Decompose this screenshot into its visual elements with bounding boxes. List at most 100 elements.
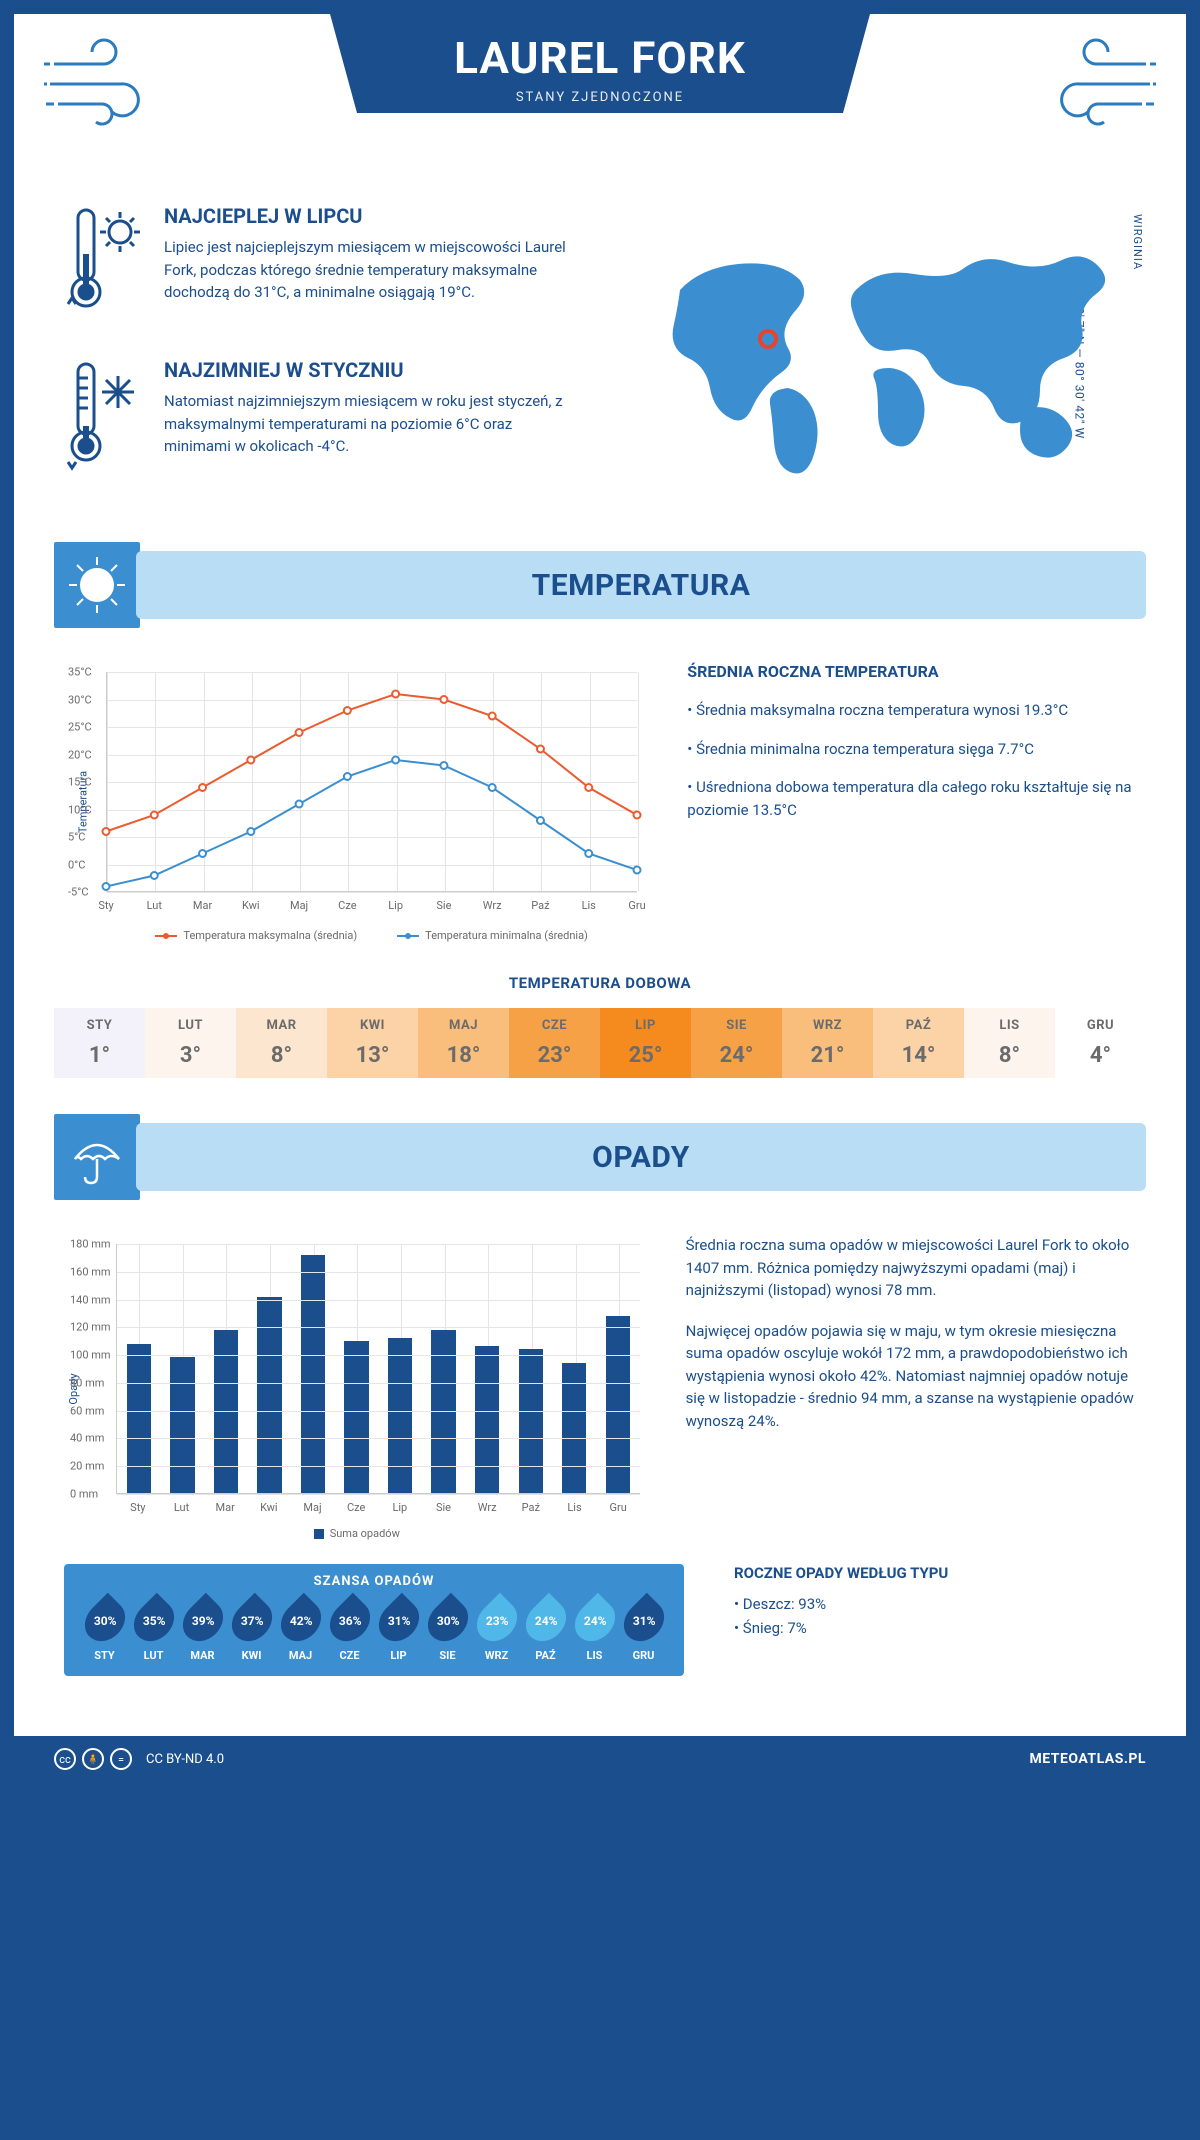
daily-month-label: STY [54,1018,145,1033]
rain-chance-value: 30% [93,1614,116,1628]
rain-chance-cell: 42%MAJ [276,1599,325,1662]
ytick-label: 140 mm [70,1293,111,1306]
rain-chance-value: 24% [534,1614,557,1628]
xtick-label: Sie [436,1501,451,1514]
precip-bar-slot [465,1244,509,1493]
daily-month-label: SIE [691,1018,782,1033]
xtick-label: Lip [388,899,403,912]
xtick-label: Paź [522,1501,540,1514]
annual-temp-bullet: • Uśredniona dobowa temperatura dla całe… [687,776,1136,821]
daily-temp-value: 13° [327,1043,418,1068]
daily-temp-cell: SIE 24° [691,1008,782,1078]
annual-temp-bullet: • Średnia maksymalna roczna temperatura … [687,699,1136,722]
ytick-label: 80 mm [70,1376,104,1389]
raindrop-icon: 39% [174,1593,231,1650]
precip-bar-slot [552,1244,596,1493]
title-banner: LAUREL FORK STANY ZJEDNOCZONE [330,14,870,113]
daily-month-label: PAŹ [873,1018,964,1033]
rain-chance-month: STY [80,1649,129,1662]
rain-chance-value: 39% [191,1614,214,1628]
cc-icon: cc [54,1748,76,1770]
precip-bar [388,1338,412,1493]
daily-month-label: LIS [964,1018,1055,1033]
fact-coldest-title: NAJZIMNIEJ W STYCZNIU [164,358,580,382]
section-title-precip: OPADY [592,1140,690,1175]
license-badge: cc 🧍 = CC BY-ND 4.0 [54,1748,224,1770]
daily-temp-value: 3° [145,1043,236,1068]
fact-warmest-title: NAJCIEPLEJ W LIPCU [164,204,580,228]
precip-text-1: Średnia roczna suma opadów w miejscowośc… [686,1234,1136,1302]
ytick-label: 180 mm [70,1238,111,1251]
daily-temp-value: 24° [691,1043,782,1068]
ytick-label: 0 mm [70,1488,98,1501]
xtick-label: Sty [98,899,113,912]
daily-temp-value: 1° [54,1043,145,1068]
ytick-label: 0°C [68,858,85,871]
annual-temp-bullet: • Średnia minimalna roczna temperatura s… [687,738,1136,761]
rain-chance-month: GRU [619,1649,668,1662]
daily-month-label: KWI [327,1018,418,1033]
precip-legend-label: Suma opadów [330,1527,400,1540]
precip-bar-slot [204,1244,248,1493]
rain-chance-value: 24% [583,1614,606,1628]
ytick-label: 25°C [68,721,92,734]
xtick-label: Kwi [260,1501,278,1514]
raindrop-icon: 30% [76,1593,133,1650]
rain-chance-block: SZANSA OPADÓW 30%STY35%LUT39%MAR37%KWI42… [64,1564,684,1676]
raindrop-icon: 24% [566,1593,623,1650]
intro-section: NAJCIEPLEJ W LIPCU Lipiec jest najcieple… [14,164,1186,542]
daily-month-label: LIP [600,1018,691,1033]
daily-month-label: WRZ [782,1018,873,1033]
daily-temp-value: 23° [509,1043,600,1068]
rain-chance-month: SIE [423,1649,472,1662]
precip-bar-slot [117,1244,161,1493]
precip-bar [170,1357,194,1493]
daily-temp-value: 14° [873,1043,964,1068]
rain-chance-cell: 31%LIP [374,1599,423,1662]
by-icon: 🧍 [82,1748,104,1770]
precip-bar-slot [161,1244,205,1493]
precip-bar [127,1344,151,1493]
daily-month-label: LUT [145,1018,236,1033]
xtick-label: Lut [174,1501,189,1514]
license-text: CC BY-ND 4.0 [146,1752,224,1767]
rain-chance-month: PAŹ [521,1649,570,1662]
xtick-label: Lis [582,899,596,912]
rain-chance-cell: 24% PAŹ [521,1599,570,1662]
section-title-temperature: TEMPERATURA [532,568,751,603]
rain-chance-cell: 23%WRZ [472,1599,521,1662]
precip-bar-slot [335,1244,379,1493]
ytick-label: 20 mm [70,1460,104,1473]
xtick-label: Mar [193,899,212,912]
xtick-label: Wrz [478,1501,497,1514]
annual-temp-title: ŚREDNIA ROCZNA TEMPERATURA [687,662,1136,681]
precip-bar-slot [378,1244,422,1493]
page-subtitle: STANY ZJEDNOCZONE [330,90,870,105]
header: LAUREL FORK STANY ZJEDNOCZONE [14,14,1186,164]
precip-bytype-title: ROCZNE OPADY WEDŁUG TYPU [734,1564,1136,1582]
xtick-label: Maj [290,899,308,912]
xtick-label: Maj [303,1501,321,1514]
rain-chance-value: 36% [338,1614,361,1628]
daily-temp-value: 4° [1055,1043,1146,1068]
sun-icon [54,542,140,628]
precip-bar [257,1297,281,1493]
rain-chance-month: CZE [325,1649,374,1662]
ytick-label: 15°C [68,776,92,789]
xtick-label: Mar [215,1501,234,1514]
precip-bar-slot [596,1244,640,1493]
wind-icon-right [1016,34,1156,134]
ytick-label: 10°C [68,803,92,816]
thermometer-snow-icon [64,358,144,482]
precip-bar-slot [509,1244,553,1493]
daily-temp-cell: MAR8° [236,1008,327,1078]
daily-temp-strip: STY1°LUT3°MAR8°KWI13°MAJ18°CZE23°LIP25°S… [54,1008,1146,1078]
xtick-label: Wrz [483,899,502,912]
ytick-label: 30°C [68,693,92,706]
ytick-label: 120 mm [70,1321,111,1334]
footer: cc 🧍 = CC BY-ND 4.0 METEOATLAS.PL [14,1736,1186,1782]
daily-month-label: CZE [509,1018,600,1033]
rain-chance-month: LIS [570,1649,619,1662]
fact-coldest: NAJZIMNIEJ W STYCZNIU Natomiast najzimni… [64,358,580,482]
xtick-label: Gru [628,899,645,912]
